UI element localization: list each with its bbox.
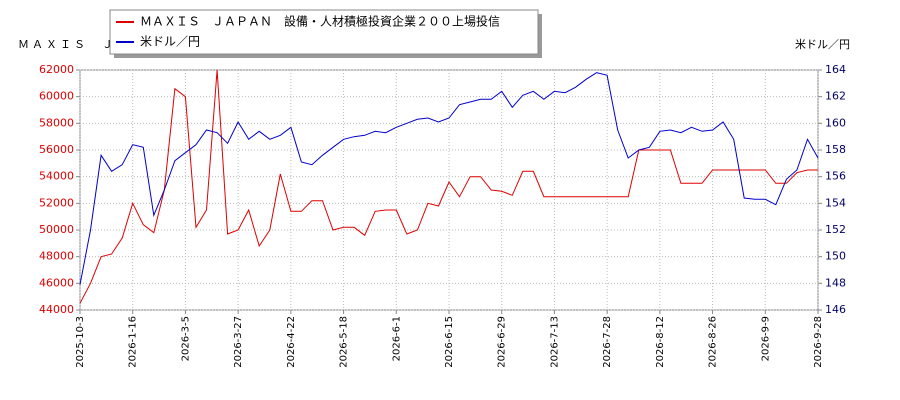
x-tick-label: 2026-6-29	[497, 316, 508, 368]
x-tick-label: 2026-1-16	[128, 316, 139, 368]
legend-label: 米ドル／円	[140, 35, 200, 49]
y-tick-label: 54000	[39, 170, 74, 183]
y-tick-label: 52000	[39, 196, 74, 209]
x-tick-label: 2026-7-13	[549, 316, 560, 368]
y-tick-label: 60000	[39, 90, 74, 103]
y2-tick-label: 158	[825, 143, 846, 156]
y2-axis-label: 米ドル／円	[795, 38, 850, 51]
y-tick-label: 50000	[39, 223, 74, 236]
legend-label: ＭＡＸＩＳ ＪＡＰＡＮ 設備・人材積極投資企業２００上場投信	[140, 14, 500, 29]
y2-tick-label: 160	[825, 116, 846, 129]
x-tick-label: 2026-9-9	[760, 316, 771, 361]
x-tick-label: 2026-3-27	[233, 316, 244, 368]
legend-box	[109, 9, 539, 55]
x-tick-label: 2025-10-3	[75, 316, 86, 368]
x-tick-label: 2026-3-5	[180, 316, 191, 361]
y2-tick-label: 164	[825, 63, 846, 76]
y-tick-label: 56000	[39, 143, 74, 156]
x-tick-label: 2026-6-15	[444, 316, 455, 368]
series-line	[79, 72, 819, 285]
y2-tick-label: 156	[825, 170, 846, 183]
y-tick-label: 62000	[39, 63, 74, 76]
y2-tick-label: 150	[825, 250, 846, 263]
y2-tick-label: 162	[825, 90, 846, 103]
y2-tick-label: 146	[825, 303, 846, 316]
y2-tick-label: 154	[825, 196, 846, 209]
x-tick-label: 2026-6-1	[391, 316, 402, 361]
y-tick-label: 46000	[39, 276, 74, 289]
series-line	[79, 69, 818, 304]
y-tick-label: 44000	[39, 303, 74, 316]
y-tick-label: 48000	[39, 250, 74, 263]
x-tick-label: 2026-8-12	[655, 316, 666, 368]
x-tick-label: 2026-5-18	[339, 316, 350, 368]
y-tick-label: 58000	[39, 116, 74, 129]
x-tick-label: 2026-7-28	[602, 316, 613, 368]
x-tick-label: 2026-8-26	[708, 316, 719, 368]
y2-tick-label: 148	[825, 276, 846, 289]
x-tick-label: 2026-9-28	[813, 316, 824, 368]
y2-tick-label: 152	[825, 223, 846, 236]
x-tick-label: 2026-4-22	[286, 316, 297, 368]
